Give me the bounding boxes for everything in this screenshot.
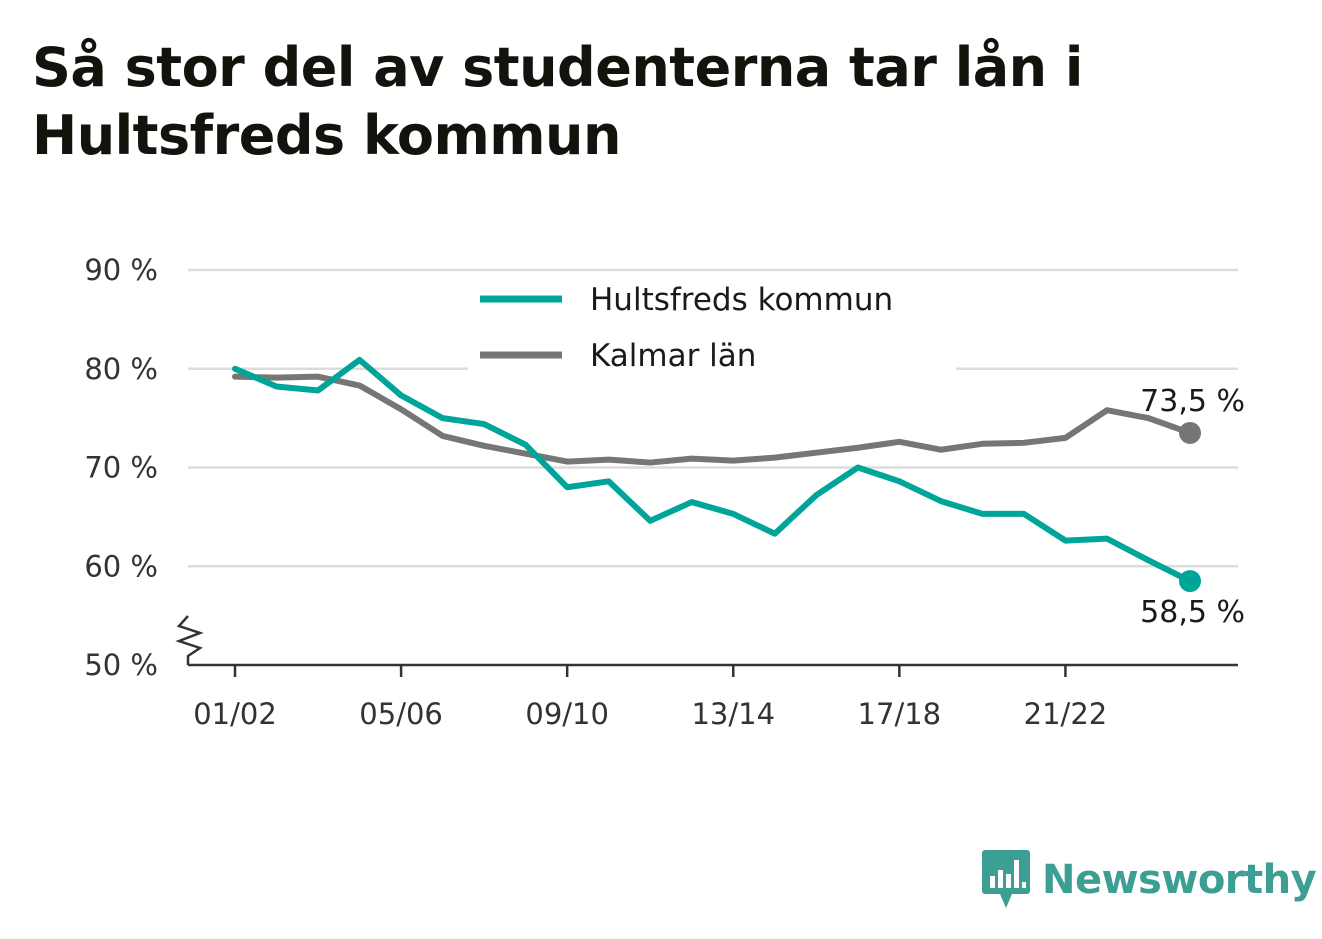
chart-title-line-2: Hultsfreds kommun (32, 104, 621, 167)
brand-name: Newsworthy (1042, 857, 1317, 903)
series-line (232, 373, 1193, 466)
y-axis: 50 % 60 % 70 % 80 % 90 % (84, 253, 204, 682)
x-tick-label: 21/22 (1024, 697, 1108, 731)
newsworthy-logo[interactable]: Newsworthy (982, 850, 1317, 910)
end-labels: 58,5 % 73,5 % (1137, 381, 1248, 633)
chart-title: Så stor del av studenterna tar lån i Hul… (32, 34, 1272, 170)
legend-label: Kalmar län (590, 338, 756, 374)
series-lines (232, 356, 1201, 593)
series-end-point (1179, 570, 1201, 593)
y-tick-label: 60 % (84, 549, 158, 583)
x-tick-label: 09/10 (525, 697, 609, 731)
legend: Hultsfreds kommun Kalmar län (468, 272, 956, 374)
x-tick-label: 13/14 (691, 697, 775, 731)
y-axis-break (175, 615, 204, 665)
series-line (232, 356, 1193, 585)
x-tick-label: 05/06 (359, 697, 443, 731)
y-tick-label: 90 % (84, 253, 158, 287)
y-tick-label: 80 % (84, 352, 158, 386)
x-axis: 01/02 05/06 09/10 13/14 17/18 21/22 (188, 663, 1238, 731)
y-tick-label: 70 % (84, 451, 158, 485)
chart-title-line-1: Så stor del av studenterna tar lån i (32, 36, 1083, 99)
bar-chart-speech-bubble-icon (982, 850, 1030, 908)
series-end-point (1179, 421, 1201, 444)
end-value-label: 73,5 % (1140, 384, 1245, 419)
end-value-label: 58,5 % (1140, 595, 1245, 630)
x-tick-label: 01/02 (193, 697, 277, 731)
legend-label: Hultsfreds kommun (590, 282, 893, 318)
y-tick-label: 50 % (84, 648, 158, 682)
x-tick-label: 17/18 (858, 697, 942, 731)
